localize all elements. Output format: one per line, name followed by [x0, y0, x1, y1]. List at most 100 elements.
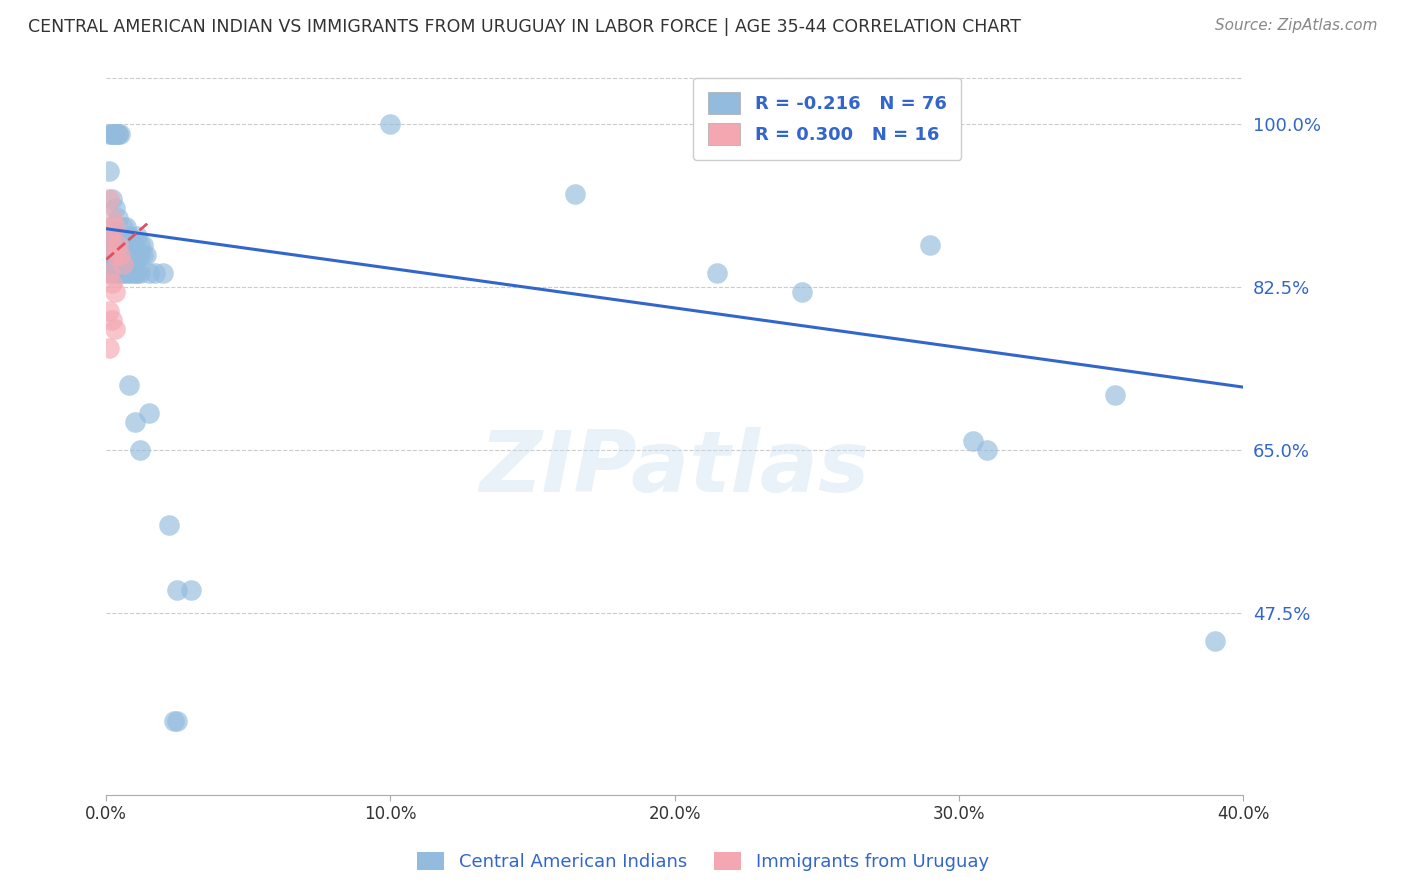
Point	[118, 229, 141, 244]
Point	[110, 248, 132, 262]
Point	[124, 267, 146, 281]
Point	[107, 238, 129, 252]
Point	[118, 267, 141, 281]
Point	[101, 127, 124, 141]
Point	[121, 248, 143, 262]
Point	[129, 248, 152, 262]
Point	[118, 378, 141, 392]
Point	[101, 211, 124, 225]
Point	[163, 714, 186, 728]
Point	[792, 285, 814, 299]
Point	[101, 238, 124, 252]
Point	[1204, 634, 1226, 648]
Point	[129, 267, 152, 281]
Point	[110, 238, 132, 252]
Point	[115, 219, 138, 234]
Point	[135, 248, 157, 262]
Point	[112, 219, 135, 234]
Point	[920, 238, 942, 252]
Point	[107, 211, 129, 225]
Point	[157, 517, 180, 532]
Point	[124, 248, 146, 262]
Point	[101, 229, 124, 244]
Point	[127, 229, 149, 244]
Point	[166, 583, 188, 598]
Point	[962, 434, 984, 449]
Point	[166, 714, 188, 728]
Point	[112, 257, 135, 271]
Point	[107, 127, 129, 141]
Point	[180, 583, 202, 598]
Point	[110, 127, 132, 141]
Point	[110, 257, 132, 271]
Point	[380, 117, 402, 131]
Point	[98, 127, 121, 141]
Point	[132, 248, 155, 262]
Point	[104, 238, 127, 252]
Point	[107, 238, 129, 252]
Point	[104, 127, 127, 141]
Point	[124, 238, 146, 252]
Point	[112, 238, 135, 252]
Point	[110, 248, 132, 262]
Point	[104, 219, 127, 234]
Text: CENTRAL AMERICAN INDIAN VS IMMIGRANTS FROM URUGUAY IN LABOR FORCE | AGE 35-44 CO: CENTRAL AMERICAN INDIAN VS IMMIGRANTS FR…	[28, 18, 1021, 36]
Point	[107, 127, 129, 141]
Point	[101, 192, 124, 206]
Legend: Central American Indians, Immigrants from Uruguay: Central American Indians, Immigrants fro…	[411, 845, 995, 879]
Point	[115, 267, 138, 281]
Point	[104, 127, 127, 141]
Point	[121, 238, 143, 252]
Legend: R = -0.216   N = 76, R = 0.300   N = 16: R = -0.216 N = 76, R = 0.300 N = 16	[693, 78, 962, 160]
Point	[152, 267, 174, 281]
Point	[706, 267, 728, 281]
Point	[101, 257, 124, 271]
Point	[127, 248, 149, 262]
Point	[132, 238, 155, 252]
Point	[129, 238, 152, 252]
Point	[138, 267, 160, 281]
Point	[118, 248, 141, 262]
Point	[127, 267, 149, 281]
Point	[98, 267, 121, 281]
Point	[98, 267, 121, 281]
Point	[101, 267, 124, 281]
Point	[101, 248, 124, 262]
Point	[1104, 387, 1126, 401]
Point	[104, 285, 127, 299]
Text: ZIPatlas: ZIPatlas	[479, 426, 870, 509]
Point	[976, 443, 998, 458]
Point	[98, 164, 121, 178]
Point	[101, 238, 124, 252]
Point	[124, 416, 146, 430]
Point	[107, 248, 129, 262]
Point	[138, 406, 160, 420]
Point	[98, 248, 121, 262]
Point	[98, 219, 121, 234]
Point	[104, 257, 127, 271]
Point	[143, 267, 166, 281]
Point	[121, 267, 143, 281]
Point	[115, 238, 138, 252]
Point	[104, 248, 127, 262]
Point	[110, 267, 132, 281]
Point	[110, 229, 132, 244]
Point	[101, 127, 124, 141]
Point	[98, 238, 121, 252]
Point	[101, 276, 124, 290]
Point	[112, 267, 135, 281]
Point	[129, 443, 152, 458]
Point	[101, 313, 124, 327]
Point	[104, 248, 127, 262]
Point	[98, 229, 121, 244]
Point	[98, 192, 121, 206]
Point	[104, 201, 127, 215]
Point	[107, 267, 129, 281]
Point	[104, 322, 127, 336]
Text: Source: ZipAtlas.com: Source: ZipAtlas.com	[1215, 18, 1378, 33]
Point	[107, 257, 129, 271]
Point	[104, 267, 127, 281]
Point	[98, 303, 121, 318]
Point	[564, 187, 586, 202]
Point	[98, 341, 121, 355]
